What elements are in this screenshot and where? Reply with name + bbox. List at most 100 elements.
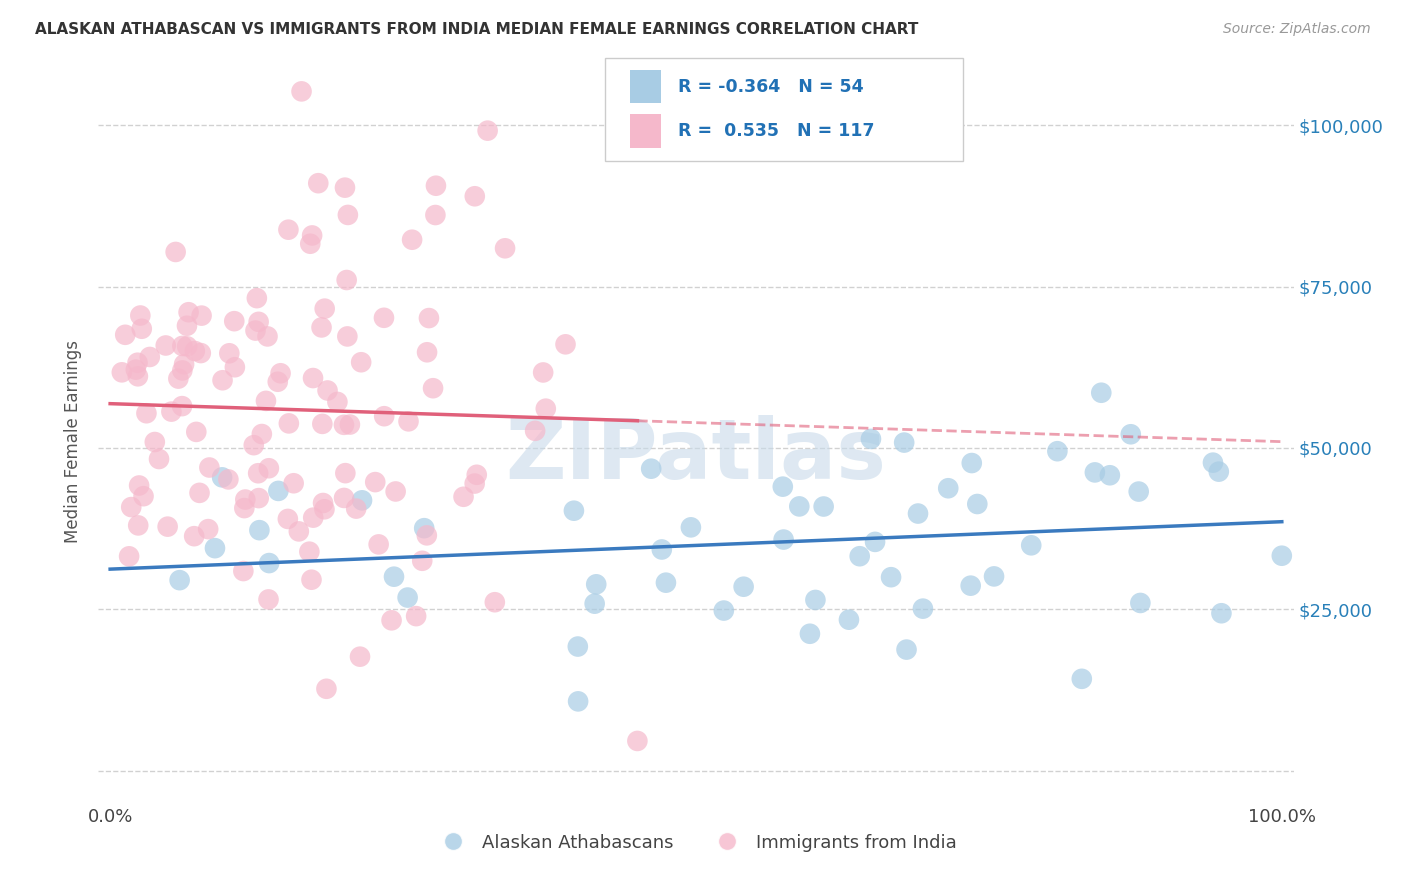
Point [880,570,903,584]
Point [176,339,198,353]
Point [966,497,988,511]
Text: R =  0.535   N = 117: R = 0.535 N = 117 [678,122,875,140]
Point [416,528,439,542]
Point [114,327,136,342]
Point [120,500,142,514]
Point [211,470,233,484]
Point [254,393,277,408]
Point [531,366,554,380]
Point [125,362,148,376]
Point [190,309,212,323]
Point [111,365,134,379]
Point [838,613,860,627]
Point [583,597,606,611]
Point [464,189,486,203]
Point [277,417,299,431]
Point [311,320,333,334]
Point [960,456,983,470]
Point [813,500,835,514]
Point [349,649,371,664]
Point [364,475,387,489]
Point [242,438,264,452]
Point [1202,456,1225,470]
Point [787,500,810,514]
Point [224,314,246,328]
Point [494,241,516,255]
Point [1119,427,1142,442]
Point [143,435,166,450]
Point [186,425,208,439]
Point [339,417,361,432]
Point [554,337,576,351]
Point [299,236,322,251]
Point [534,401,557,416]
Point [1098,468,1121,483]
Point [257,461,280,475]
Point [772,533,794,547]
Point [131,322,153,336]
Point [640,461,662,475]
Point [398,414,420,428]
Point [155,338,177,352]
Point [160,404,183,418]
Point [405,609,427,624]
Point [567,640,589,654]
Point [1090,385,1112,400]
Point [118,549,141,564]
Text: ZIPatlas: ZIPatlas [506,416,886,497]
Point [422,381,444,395]
Point [312,496,335,510]
Point [418,311,440,326]
Point [165,244,187,259]
Point [176,318,198,333]
Point [128,478,150,492]
Point [1128,484,1150,499]
Point [655,575,678,590]
Point [464,476,486,491]
Point [148,452,170,467]
Point [257,592,280,607]
Point [333,180,356,194]
Point [233,492,256,507]
Point [247,523,270,537]
Point [290,84,312,98]
Point [127,356,149,370]
Point [384,484,406,499]
Point [184,343,207,358]
Point [172,399,194,413]
Point [288,524,311,539]
Point [224,360,246,375]
Point [333,491,356,505]
Point [411,554,433,568]
Point [380,613,402,627]
Point [247,467,270,481]
Point [1084,466,1107,480]
Point [167,371,190,385]
Point [132,489,155,503]
Point [893,435,915,450]
Point [277,512,299,526]
Point [301,228,323,243]
Text: Source: ZipAtlas.com: Source: ZipAtlas.com [1223,22,1371,37]
Text: R = -0.364   N = 54: R = -0.364 N = 54 [678,78,863,95]
Text: ALASKAN ATHABASCAN VS IMMIGRANTS FROM INDIA MEDIAN FEMALE EARNINGS CORRELATION C: ALASKAN ATHABASCAN VS IMMIGRANTS FROM IN… [35,22,918,37]
Point [1046,444,1069,458]
Point [256,329,278,343]
Point [233,501,256,516]
Point [1070,672,1092,686]
Point [733,580,755,594]
Point [1211,606,1233,620]
Point [896,642,918,657]
Point [799,626,821,640]
Point [350,355,373,369]
Point [198,460,221,475]
Point [302,510,325,524]
Point [326,395,349,409]
Point [367,537,389,551]
Point [1129,596,1152,610]
Point [333,417,356,432]
Point [267,375,290,389]
Point [863,534,886,549]
Point [1208,465,1230,479]
Point [959,579,981,593]
